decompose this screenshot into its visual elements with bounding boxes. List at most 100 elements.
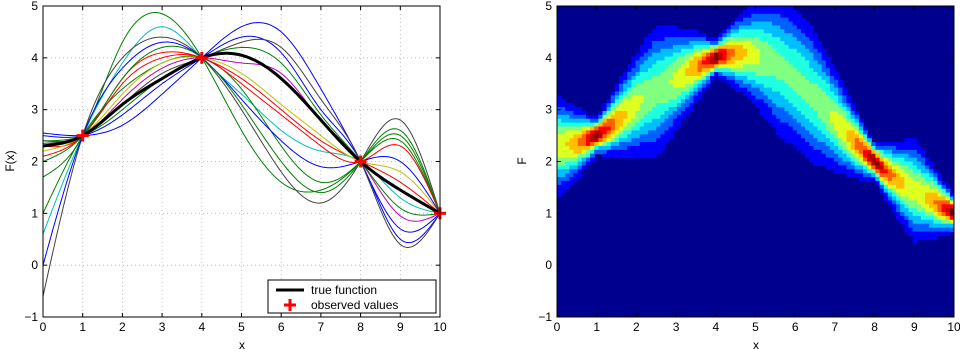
contour-cell xyxy=(941,231,947,236)
contour-cell xyxy=(767,64,773,69)
contour-cell xyxy=(925,157,930,163)
contour-cell xyxy=(912,173,918,178)
contour-cell xyxy=(643,44,649,50)
contour-cell xyxy=(569,107,575,112)
contour-cell xyxy=(565,157,571,163)
contour-cell xyxy=(652,48,657,54)
contour-cell xyxy=(660,142,666,147)
contour-cell xyxy=(734,48,740,54)
contour-cell xyxy=(569,145,575,151)
contour-cell xyxy=(697,83,703,89)
contour-cell xyxy=(796,145,802,151)
contour-cell xyxy=(689,91,695,97)
contour-cell xyxy=(701,68,707,73)
contour-cell xyxy=(772,68,777,73)
contour-cell xyxy=(635,110,641,116)
contour-cell xyxy=(763,21,769,27)
contour-cell xyxy=(767,91,773,97)
contour-cell xyxy=(701,72,707,77)
contour-cell xyxy=(821,138,827,143)
contour-cell xyxy=(668,91,674,97)
contour-cell xyxy=(565,110,571,116)
contour-cell xyxy=(883,142,889,147)
contour-cell xyxy=(809,145,814,151)
contour-cell xyxy=(867,149,872,155)
contour-cell xyxy=(652,56,657,62)
contour-cell xyxy=(656,68,661,73)
contour-cell xyxy=(627,103,633,108)
contour-cell xyxy=(747,6,752,11)
contour-cell xyxy=(829,165,835,170)
contour-cell xyxy=(821,110,827,116)
contour-cell xyxy=(614,145,620,151)
contour-cell xyxy=(652,60,657,65)
contour-cell xyxy=(858,149,864,155)
contour-cell xyxy=(710,72,715,77)
contour-cell xyxy=(730,72,736,77)
contour-cell xyxy=(656,37,661,42)
contour-cell xyxy=(850,142,856,147)
contour-cell xyxy=(850,110,856,116)
contour-cell xyxy=(912,138,918,143)
contour-cell xyxy=(705,68,711,73)
contour-cell xyxy=(598,118,604,124)
contour-cell xyxy=(573,145,579,151)
contour-cell xyxy=(681,33,686,38)
contour-cell xyxy=(693,40,699,46)
contour-cell xyxy=(817,130,823,135)
contour-cell xyxy=(639,118,645,124)
contour-cell xyxy=(916,192,922,198)
contour-cell xyxy=(817,126,823,131)
contour-cell xyxy=(681,87,686,93)
contour-cell xyxy=(623,138,628,143)
contour-cell xyxy=(937,188,943,194)
contour-cell xyxy=(858,177,864,182)
contour-cell xyxy=(796,17,802,23)
contour-cell xyxy=(747,64,752,69)
contour-cell xyxy=(846,161,852,166)
contour-cell xyxy=(780,48,786,54)
contour-cell xyxy=(842,103,848,108)
contour-cell xyxy=(755,52,761,58)
contour-cell xyxy=(681,29,686,34)
contour-cell xyxy=(834,126,839,131)
contour-cell xyxy=(643,114,649,120)
contour-cell xyxy=(825,72,831,77)
contour-cell xyxy=(772,107,777,112)
contour-cell xyxy=(800,107,806,112)
contour-cell xyxy=(891,142,897,147)
contour-cell xyxy=(834,153,839,159)
sample-curve-6 xyxy=(43,36,440,297)
contour-cell xyxy=(689,72,695,77)
contour-cell xyxy=(643,95,649,100)
contour-cell xyxy=(693,75,699,81)
contour-cell xyxy=(577,157,583,163)
contour-cell xyxy=(660,138,666,143)
contour-cell xyxy=(594,122,599,128)
contour-cell xyxy=(631,145,637,151)
left-plot-area xyxy=(43,6,440,317)
contour-cell xyxy=(676,103,682,108)
contour-cell xyxy=(780,114,786,120)
contour-cell xyxy=(619,99,624,104)
contour-cell xyxy=(933,173,939,178)
contour-cell xyxy=(598,145,604,151)
left-true-function xyxy=(43,51,440,215)
contour-cell xyxy=(875,149,881,155)
contour-cell xyxy=(904,173,910,178)
contour-cell xyxy=(606,138,612,143)
contour-cell xyxy=(660,118,666,124)
contour-cell xyxy=(780,6,786,11)
contour-cell xyxy=(755,56,761,62)
contour-cell xyxy=(623,149,628,155)
contour-cell xyxy=(784,87,790,93)
contour-cell xyxy=(829,145,835,151)
contour-cell xyxy=(594,118,599,124)
left-x-tick-label: 3 xyxy=(159,320,166,334)
contour-cell xyxy=(796,44,802,50)
contour-cell xyxy=(676,56,682,62)
contour-cell xyxy=(784,13,790,19)
contour-cell xyxy=(920,204,926,209)
contour-cell xyxy=(627,107,633,112)
